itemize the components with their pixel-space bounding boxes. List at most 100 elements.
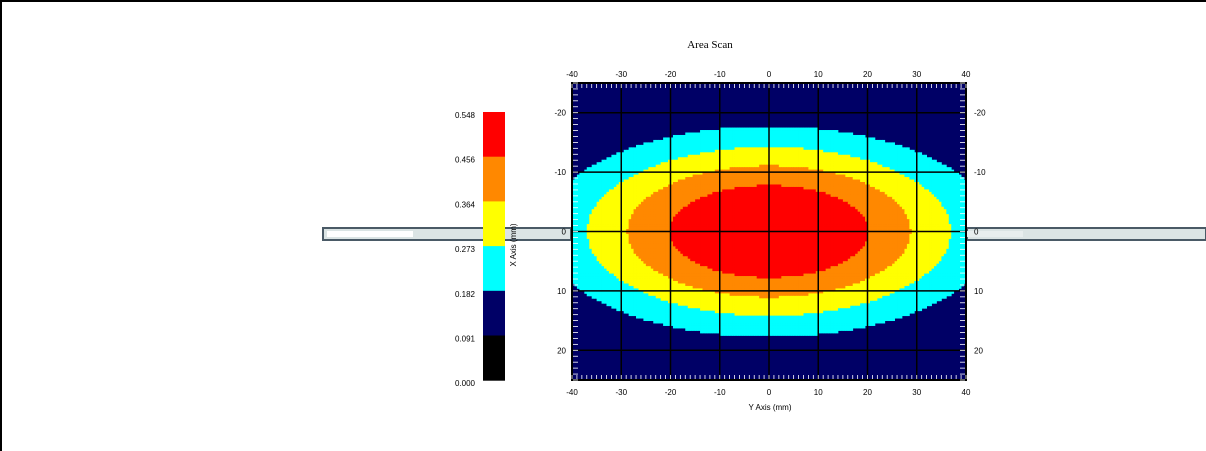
heatmap-cell: [670, 172, 674, 175]
heatmap-cell: [599, 164, 602, 168]
heatmap-cell: [825, 139, 829, 143]
heatmap-cell: [865, 179, 868, 183]
heatmap-cell: [884, 211, 888, 215]
heatmap-cell: [608, 182, 612, 185]
heatmap-cell: [892, 154, 895, 158]
heatmap-cell: [887, 201, 891, 205]
heatmap-cell: [751, 174, 755, 178]
heatmap-cell: [702, 206, 706, 210]
heatmap-cell: [936, 182, 940, 185]
heatmap-cell: [572, 196, 575, 200]
heatmap-cell: [894, 214, 898, 218]
heatmap-cell: [769, 127, 772, 131]
heatmap-cell: [707, 216, 711, 220]
heatmap-cell: [894, 174, 898, 178]
heatmap-cell: [921, 194, 925, 198]
heatmap-cell: [961, 177, 964, 180]
heatmap-cell: [761, 154, 765, 158]
heatmap-cell: [643, 159, 647, 163]
heatmap-cell: [631, 209, 634, 213]
heatmap-cell: [830, 199, 834, 203]
heatmap-cell: [793, 179, 797, 183]
heatmap-cell: [606, 172, 610, 175]
heatmap-cell: [653, 169, 657, 173]
heatmap-cell: [668, 144, 671, 148]
heatmap-cell: [741, 169, 745, 173]
heatmap-cell: [734, 196, 738, 200]
heatmap-cell: [680, 159, 684, 163]
heatmap-cell: [815, 162, 819, 166]
heatmap-cell: [736, 157, 740, 161]
heatmap-cell: [808, 211, 812, 215]
heatmap-cell: [572, 211, 575, 215]
heatmap-cell: [899, 209, 903, 213]
heatmap-cell: [594, 186, 598, 190]
heatmap-cell: [921, 159, 925, 163]
heatmap-cell: [869, 191, 873, 195]
heatmap-cell: [685, 139, 689, 143]
heatmap-cell: [874, 204, 878, 208]
heatmap-cell: [860, 186, 863, 190]
heatmap-cell: [648, 172, 652, 175]
heatmap-cell: [650, 169, 654, 173]
heatmap-cell: [727, 147, 730, 151]
heatmap-cell: [879, 152, 883, 156]
heatmap-cell: [835, 137, 839, 141]
heatmap-cell: [741, 142, 745, 146]
heatmap-cell: [958, 216, 962, 220]
heatmap-cell: [786, 211, 790, 215]
heatmap-cell: [931, 206, 935, 210]
heatmap-cell: [867, 214, 871, 218]
heatmap-cell: [579, 189, 583, 193]
heatmap-cell: [732, 144, 735, 148]
heatmap-cell: [901, 179, 905, 183]
heatmap-cell: [687, 191, 691, 195]
heatmap-cell: [734, 152, 738, 156]
heatmap-cell: [628, 184, 632, 188]
heatmap-cell: [611, 157, 615, 161]
heatmap-cell: [626, 206, 630, 210]
heatmap-cell: [788, 142, 792, 146]
heatmap-cell: [833, 194, 836, 198]
heatmap-cell: [884, 214, 888, 218]
heatmap-cell: [739, 206, 743, 210]
heatmap-cell: [648, 201, 652, 205]
heatmap-cell: [860, 189, 863, 193]
heatmap-cell: [687, 164, 691, 168]
heatmap-cell: [914, 182, 918, 185]
heatmap-cell: [845, 184, 849, 188]
heatmap-cell: [690, 142, 694, 146]
heatmap-cell: [579, 199, 583, 203]
heatmap-cell: [579, 191, 583, 195]
heatmap-cell: [744, 204, 748, 208]
heatmap-cell: [813, 184, 817, 188]
heatmap-cell: [690, 201, 694, 205]
heatmap-cell: [887, 144, 891, 148]
heatmap-cell: [773, 159, 777, 163]
heatmap-cell: [865, 186, 868, 190]
heatmap-cell: [749, 134, 753, 138]
heatmap-cell: [628, 147, 632, 151]
heatmap-cell: [872, 191, 876, 195]
heatmap-cell: [660, 144, 664, 148]
heatmap-cell: [677, 184, 681, 188]
heatmap-cell: [668, 199, 671, 203]
heatmap-cell: [884, 167, 888, 171]
heatmap-cell: [798, 139, 802, 143]
heatmap-cell: [756, 149, 760, 153]
heatmap-cell: [845, 189, 849, 193]
heatmap-cell: [608, 169, 612, 173]
heatmap-cell: [796, 154, 799, 158]
heatmap-cell: [810, 152, 814, 156]
heatmap-cell: [877, 157, 881, 161]
heatmap-cell: [865, 154, 868, 158]
heatmap-cell: [648, 214, 652, 218]
heatmap-cell: [796, 149, 799, 153]
heatmap-cell: [926, 177, 930, 180]
heatmap-cell: [830, 147, 834, 151]
heatmap-cell: [759, 172, 763, 175]
heatmap-cell: [579, 179, 583, 183]
heatmap-cell: [904, 194, 908, 198]
heatmap-cell: [746, 154, 750, 158]
heatmap-cell: [650, 204, 654, 208]
